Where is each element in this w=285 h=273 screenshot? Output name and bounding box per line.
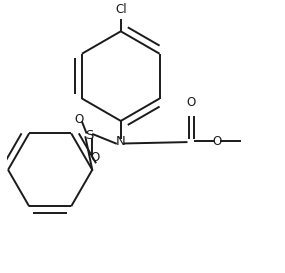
Text: O: O xyxy=(90,151,99,164)
Text: O: O xyxy=(74,113,83,126)
Text: S: S xyxy=(86,129,94,142)
Text: N: N xyxy=(116,135,126,148)
Text: Cl: Cl xyxy=(115,3,127,16)
Text: O: O xyxy=(213,135,222,148)
Text: O: O xyxy=(187,96,196,109)
